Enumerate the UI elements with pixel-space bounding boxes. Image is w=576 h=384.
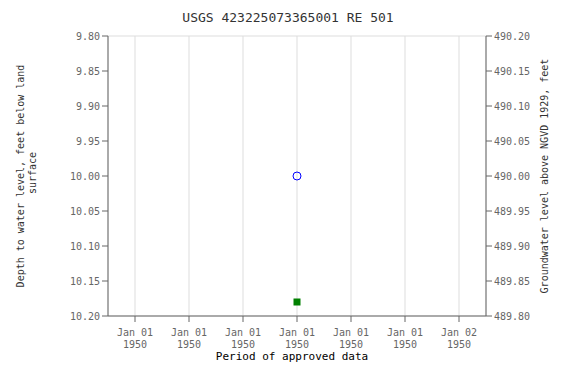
svg-text:10.15: 10.15 [70,276,100,287]
svg-text:490.00: 490.00 [494,171,530,182]
svg-text:Jan 011950: Jan 011950 [387,327,423,350]
svg-text:9.80: 9.80 [76,31,100,42]
svg-text:9.85: 9.85 [76,66,100,77]
svg-text:Jan 011950: Jan 011950 [225,327,261,350]
svg-text:489.90: 489.90 [494,241,530,252]
svg-text:Jan 011950: Jan 011950 [333,327,369,350]
svg-text:489.85: 489.85 [494,276,530,287]
svg-text:489.95: 489.95 [494,206,530,217]
svg-text:Depth to water level, feet bel: Depth to water level, feet below land su… [15,65,38,288]
svg-text:9.90: 9.90 [76,101,100,112]
svg-text:490.20: 490.20 [494,31,530,42]
svg-text:10.20: 10.20 [70,311,100,322]
svg-text:490.05: 490.05 [494,136,530,147]
svg-text:10.10: 10.10 [70,241,100,252]
svg-text:Jan 021950: Jan 021950 [441,327,477,350]
svg-text:9.95: 9.95 [76,136,100,147]
html-text:USGS 423225073365001 RE 501: USGS 423225073365001 RE 501 [182,10,394,25]
svg-text:Jan 011950: Jan 011950 [117,327,153,350]
svg-text:490.15: 490.15 [494,66,530,77]
svg-text:489.80: 489.80 [494,311,530,322]
svg-text:Jan 011950: Jan 011950 [279,327,315,350]
svg-text:10.00: 10.00 [70,171,100,182]
svg-text:490.10: 490.10 [494,101,530,112]
html-text:Period of approved data: Period of approved data [215,350,369,363]
svg-text:Jan 011950: Jan 011950 [171,327,207,350]
svg-text:Groundwater level above NGVD 1: Groundwater level above NGVD 1929, feet [539,59,550,294]
svg-text:10.05: 10.05 [70,206,100,217]
